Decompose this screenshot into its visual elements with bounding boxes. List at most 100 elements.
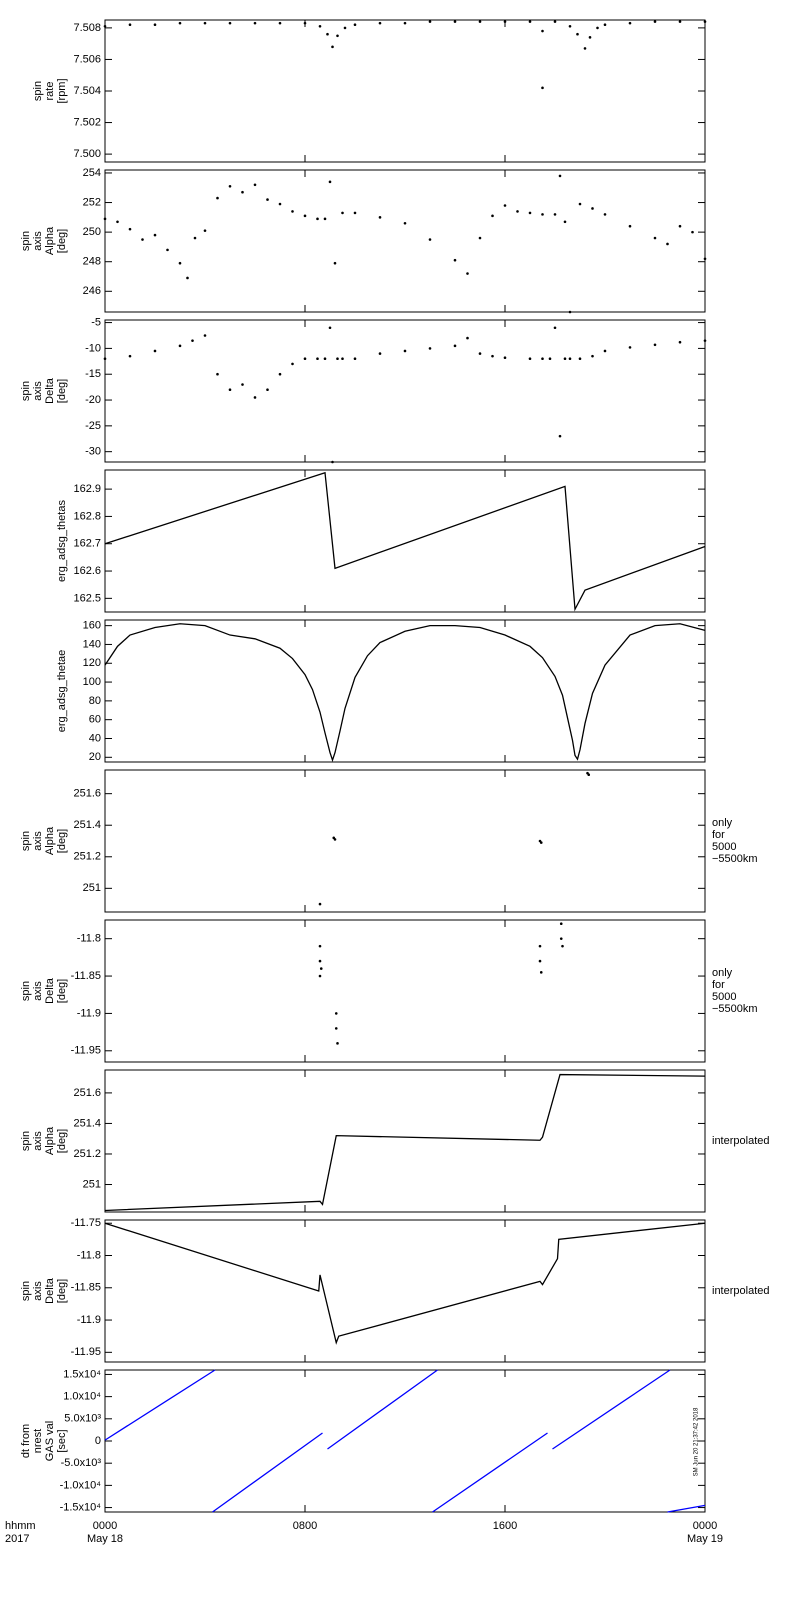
data-point (153, 349, 157, 353)
y-axis-label: dt from (20, 1424, 32, 1458)
y-tick-label: -11.8 (77, 1249, 101, 1261)
timestamp: SM Jun 20 21:37:42 2018 (694, 1407, 700, 1476)
data-point (403, 21, 407, 25)
y-axis-label: [deg] (56, 1129, 68, 1153)
x-corner-label: hhmm (5, 1520, 36, 1532)
y-tick-label: -5 (91, 316, 101, 328)
y-tick-label: -11.95 (71, 1045, 101, 1057)
data-point (193, 236, 197, 240)
data-point (539, 971, 543, 974)
data-point (538, 959, 542, 963)
data-point (178, 261, 182, 265)
y-tick-label: 251.4 (73, 819, 101, 831)
y-tick-label: -15 (85, 368, 101, 380)
data-point (323, 357, 327, 361)
data-point (553, 20, 557, 23)
y-axis-label: nrest (32, 1429, 44, 1453)
data-point (266, 198, 269, 201)
y-axis-label: [deg] (56, 829, 68, 853)
data-point (561, 944, 564, 948)
data-point (559, 937, 563, 940)
x-tick-label: 0800 (293, 1520, 317, 1532)
data-point (553, 326, 557, 330)
data-point (403, 349, 407, 353)
y-tick-label: -11.85 (71, 970, 101, 982)
data-point (503, 20, 507, 23)
y-axis-label: axis (32, 1131, 44, 1151)
y-tick-label: 100 (83, 676, 101, 688)
data-point (491, 214, 494, 218)
data-point (319, 967, 323, 970)
data-point (333, 261, 337, 265)
data-point (166, 248, 169, 252)
y-axis-label: axis (32, 831, 44, 851)
data-point (353, 211, 357, 215)
y-axis-label: Delta (44, 977, 56, 1004)
data-point (478, 352, 482, 355)
y-tick-label: 162.9 (73, 483, 101, 495)
y-tick-label: 251 (83, 1178, 101, 1190)
data-point (378, 216, 382, 219)
data-point (541, 29, 544, 33)
data-point (503, 356, 507, 359)
y-axis-label: rate (44, 82, 56, 101)
y-tick-label: 20 (89, 751, 101, 763)
data-point (203, 21, 207, 25)
data-point (596, 26, 599, 30)
data-point (116, 220, 119, 224)
panel-frame (104, 619, 706, 763)
data-point (703, 339, 707, 342)
data-point (253, 21, 257, 25)
data-point (216, 196, 219, 200)
data-point (568, 357, 572, 361)
x-tick-label: 0000 (693, 1520, 717, 1532)
y-tick-label: -25 (85, 420, 101, 432)
data-point (578, 357, 582, 361)
data-line (104, 471, 706, 612)
data-point (666, 242, 669, 246)
data-point (333, 838, 337, 841)
y-tick-label: -11.85 (71, 1282, 101, 1294)
data-point (303, 357, 307, 361)
data-point (128, 23, 132, 27)
data-point (318, 25, 322, 28)
data-point (334, 1012, 338, 1015)
data-point (318, 959, 322, 963)
data-point (328, 180, 332, 184)
data-point (428, 238, 432, 241)
data-point (241, 190, 244, 194)
data-point (278, 202, 282, 206)
data-point (528, 211, 532, 215)
data-point (516, 210, 519, 213)
y-tick-label: 162.8 (73, 510, 101, 522)
data-point (318, 944, 322, 948)
data-point (541, 213, 544, 216)
data-point (336, 357, 339, 361)
data-point (603, 23, 607, 27)
y-tick-label: -11.9 (77, 1314, 101, 1326)
data-point (326, 32, 329, 36)
y-axis-label: spin (20, 1131, 32, 1151)
data-point (291, 362, 294, 366)
y-tick-label: 1.5x10⁴ (63, 1368, 101, 1380)
data-point (153, 233, 157, 237)
data-point (341, 357, 344, 361)
panel-frame (104, 319, 706, 463)
data-point (466, 336, 469, 340)
x-corner-label: 2017 (5, 1533, 29, 1545)
data-point (528, 357, 532, 361)
data-point (191, 339, 194, 342)
data-point (541, 357, 544, 361)
data-point (128, 227, 132, 231)
data-line (104, 623, 706, 763)
side-note: for (712, 829, 725, 841)
side-note: −5500km (712, 1003, 758, 1015)
data-point (539, 841, 543, 844)
y-axis-label: spin (20, 231, 32, 251)
y-tick-label: 248 (83, 256, 101, 268)
data-line (104, 1369, 706, 1513)
data-point (241, 383, 244, 386)
y-tick-label: 252 (83, 196, 101, 208)
y-tick-label: -11.75 (71, 1217, 101, 1229)
y-tick-label: 7.502 (73, 116, 101, 128)
